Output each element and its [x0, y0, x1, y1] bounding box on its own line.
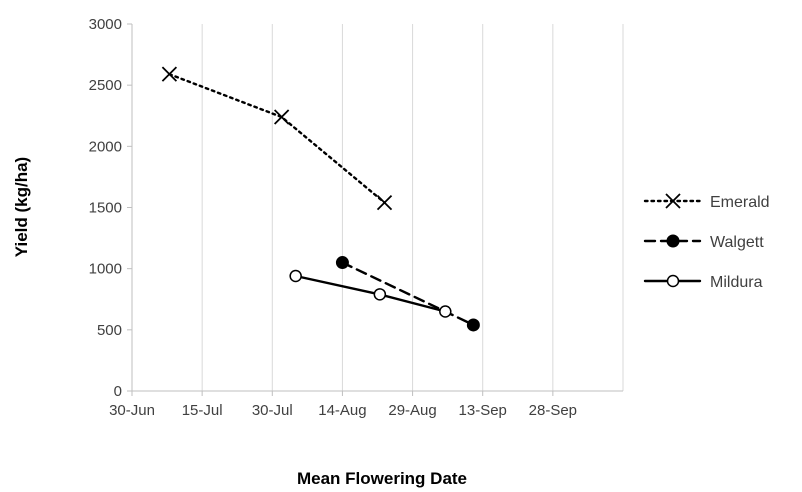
data-point-emerald	[274, 109, 290, 125]
data-point-mildura	[439, 305, 452, 318]
legend-marker	[665, 193, 681, 209]
series-emerald	[161, 66, 393, 211]
y-tick-label: 3000	[89, 16, 122, 33]
data-point-emerald	[376, 194, 393, 211]
data-point-mildura	[289, 269, 302, 283]
legend: Emerald Walgett Mildura	[643, 193, 770, 291]
x-tick-label: 13-Sep	[459, 402, 507, 419]
series-walgett	[335, 256, 480, 332]
legend-label: Mildura	[710, 274, 763, 291]
legend-label: Emerald	[710, 194, 770, 211]
series-line-mildura	[294, 274, 447, 313]
data-point-emerald	[161, 66, 178, 82]
legend-entry-walgett: Walgett	[643, 234, 764, 251]
y-tick-label: 0	[114, 383, 122, 400]
axes	[127, 23, 623, 396]
x-tick-label: 30-Jun	[109, 402, 155, 419]
legend-label: Walgett	[710, 234, 764, 251]
series-layer	[161, 66, 480, 332]
y-tick-label: 1500	[89, 200, 122, 217]
grid	[131, 24, 624, 391]
y-tick-label: 2500	[89, 77, 122, 94]
legend-entry-mildura: Mildura	[643, 274, 763, 291]
series-mildura	[289, 269, 452, 318]
data-point-mildura	[373, 288, 387, 301]
data-point-walgett	[466, 318, 480, 332]
y-tick-label: 1000	[89, 261, 122, 278]
legend-marker	[666, 234, 680, 248]
x-tick-label: 30-Jul	[252, 402, 293, 419]
x-tick-label: 14-Aug	[318, 402, 366, 419]
series-line-walgett	[341, 261, 475, 327]
data-point-walgett	[335, 256, 349, 270]
legend-marker	[666, 274, 680, 288]
y-tick-label: 2000	[89, 138, 122, 155]
x-tick-label: 15-Jul	[182, 402, 223, 419]
y-tick-label: 500	[97, 322, 122, 339]
x-tick-label: 28-Sep	[529, 402, 577, 419]
x-tick-label: 29-Aug	[388, 402, 436, 419]
y-axis-title: Yield (kg/ha)	[12, 157, 31, 257]
y-tick-labels: 0 500 1000 1500 2000 2500 3000	[89, 16, 122, 400]
x-tick-labels: 30-Jun 15-Jul 30-Jul 14-Aug 29-Aug 13-Sep 28-S…	[109, 402, 577, 419]
legend-entry-emerald: Emerald	[643, 193, 770, 211]
x-axis-title: Mean Flowering Date	[297, 469, 467, 488]
